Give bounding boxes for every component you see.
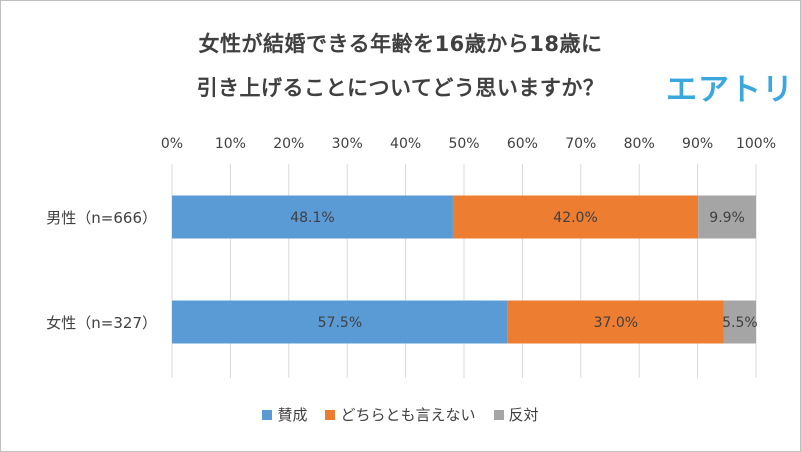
bar-0-series-0 bbox=[172, 195, 453, 239]
legend-label-0: 賛成 bbox=[277, 406, 308, 424]
legend-item-1: どちらとも言えない bbox=[325, 404, 476, 425]
legend-swatch-2 bbox=[493, 409, 504, 420]
data-label-0-series-0: 48.1% bbox=[290, 210, 334, 226]
airtrip-logo: エアトリ bbox=[666, 72, 794, 108]
x-tick-label-60: 60% bbox=[507, 136, 538, 152]
category-label-1: 女性（n=327） bbox=[46, 314, 157, 332]
chart-title-line-1: 女性が結婚できる年齢を16歳から18歳に bbox=[198, 32, 603, 56]
x-tick-label-100: 100% bbox=[736, 136, 776, 152]
x-tick-label-30: 30% bbox=[332, 136, 363, 152]
bar-1-series-0 bbox=[172, 300, 508, 344]
legend-swatch-1 bbox=[325, 409, 336, 420]
data-label-1-series-0: 57.5% bbox=[318, 315, 362, 331]
data-labels: 48.1% 42.0% 9.9% 57.5% 37.0% 5.5% bbox=[290, 210, 758, 331]
legend-item-0: 賛成 bbox=[262, 404, 307, 425]
data-label-1-series-2: 5.5% bbox=[722, 315, 758, 331]
category-labels: 男性（n=666） 女性（n=327） bbox=[46, 209, 157, 332]
x-tick-label-80: 80% bbox=[624, 136, 655, 152]
legend-item-2: 反対 bbox=[493, 404, 539, 425]
legend-swatch-0 bbox=[262, 409, 273, 420]
bar-0-series-1 bbox=[452, 195, 699, 239]
x-tick-label-90: 90% bbox=[682, 136, 713, 152]
x-tick-label-20: 20% bbox=[273, 136, 304, 152]
legend-label-1: どちらとも言えない bbox=[340, 406, 476, 424]
data-label-1-series-1: 37.0% bbox=[594, 315, 638, 331]
x-axis-ticks: 0% 10% 20% 30% 40% 50% 60% 70% 80% 90% 100% bbox=[161, 136, 776, 152]
bars bbox=[172, 195, 756, 344]
bar-1-series-2 bbox=[723, 300, 756, 344]
bar-1-series-1 bbox=[507, 300, 724, 344]
legend-label-2: 反対 bbox=[508, 406, 539, 424]
x-tick-label-50: 50% bbox=[448, 136, 479, 152]
chart-title-line-2: 引き上げることについてどう思いますか？ bbox=[196, 76, 605, 100]
data-label-0-series-1: 42.0% bbox=[553, 210, 597, 226]
x-tick-label-10: 10% bbox=[215, 136, 246, 152]
x-tick-label-70: 70% bbox=[565, 136, 596, 152]
data-label-0-series-2: 9.9% bbox=[709, 210, 745, 226]
x-tick-label-40: 40% bbox=[390, 136, 421, 152]
x-tick-label-0: 0% bbox=[161, 136, 183, 152]
chart-legend: 賛成 どちらとも言えない 反対 bbox=[0, 404, 801, 425]
bar-0-series-2 bbox=[698, 195, 756, 239]
category-label-0: 男性（n=666） bbox=[46, 209, 157, 227]
